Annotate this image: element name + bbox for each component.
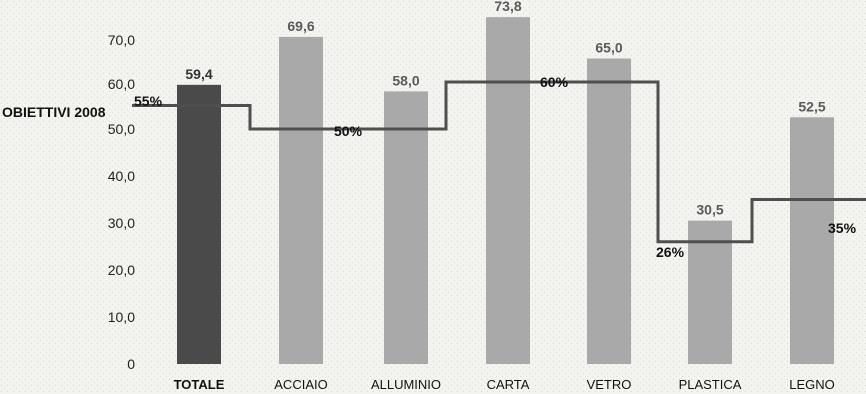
target-label-carta-vetro: 60% — [540, 74, 569, 90]
target-series-label: OBIETTIVI 2008 — [2, 104, 106, 120]
target-line — [132, 80, 866, 244]
target-label-plastica: 26% — [656, 244, 685, 260]
bar-vetro — [587, 58, 631, 364]
value-label-plastica: 30,5 — [696, 202, 723, 218]
y-tick-label: 70,0 — [108, 32, 135, 48]
target-label-acciaio-alluminio: 50% — [334, 123, 363, 139]
category-label-totale: TOTALE — [174, 377, 225, 392]
category-label-acciaio: ACCIAIO — [274, 377, 327, 392]
bar-totale — [177, 84, 221, 364]
y-tick-label: 0 — [127, 356, 135, 372]
target-label-legno: 35% — [828, 220, 857, 236]
target-label-totale: 55% — [134, 93, 163, 109]
y-tick-label: 60,0 — [108, 76, 135, 92]
y-tick-label: 30,0 — [108, 215, 135, 231]
y-tick-label: 10,0 — [108, 309, 135, 325]
labels-group: 59,4 TOTALE 69,6 ACCIAIO 58,0 ALLUMINIO 73,8 CA… — [174, 0, 835, 392]
value-label-vetro: 65,0 — [595, 40, 622, 56]
bar-acciaio — [279, 36, 323, 364]
category-label-alluminio: ALLUMINIO — [371, 377, 441, 392]
bar-alluminio — [384, 91, 428, 365]
category-label-carta: CARTA — [487, 377, 530, 392]
bar-legno — [790, 117, 834, 364]
category-label-vetro: VETRO — [587, 377, 632, 392]
value-label-legno: 52,5 — [798, 98, 825, 114]
value-label-alluminio: 58,0 — [392, 72, 419, 88]
value-label-totale: 59,4 — [185, 66, 212, 82]
value-label-carta: 73,8 — [494, 0, 521, 14]
category-label-plastica: PLASTICA — [679, 377, 742, 392]
bar-carta — [486, 17, 530, 364]
value-label-acciaio: 69,6 — [287, 18, 314, 34]
bars-group — [177, 17, 834, 365]
y-tick-label: 20,0 — [108, 262, 135, 278]
y-tick-label: 40,0 — [108, 168, 135, 184]
y-tick-label: 50,0 — [108, 121, 135, 137]
category-label-legno: LEGNO — [789, 377, 835, 392]
bar-plastica — [688, 220, 732, 364]
